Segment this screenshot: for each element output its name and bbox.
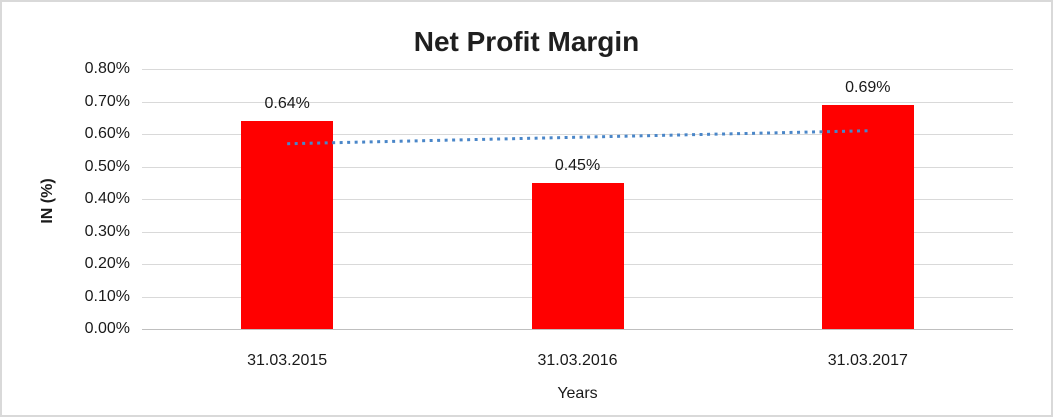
chart-title: Net Profit Margin	[413, 26, 640, 57]
bar-31.03.2015	[241, 121, 334, 329]
data-label: 0.45%	[554, 156, 601, 174]
y-tick-label: 0.10%	[84, 287, 130, 305]
y-tick-label: 0.30%	[84, 222, 130, 240]
x-tick-label: 31.03.2015	[247, 352, 328, 369]
gridline-0.80%	[142, 69, 1013, 70]
gridline-0.70%	[142, 101, 1013, 103]
y-tick-label: 0.50%	[84, 157, 130, 175]
gridline-0.50%	[142, 166, 1013, 168]
y-tick-label: 0.60%	[84, 125, 130, 142]
y-tick-label: 0.70%	[84, 92, 130, 110]
data-label: 0.64%	[264, 95, 310, 112]
x-tick-label: 31.03.2016	[537, 352, 618, 369]
x-tick-label: 31.03.2017	[827, 352, 908, 369]
x-axis-title: Years	[557, 385, 598, 402]
data-label: 0.69%	[845, 78, 891, 96]
y-tick-label: 0.20%	[84, 255, 130, 272]
bar-31.03.2016	[531, 182, 624, 329]
y-tick-label: 0.40%	[84, 190, 130, 207]
gridline-0.60%	[142, 134, 1013, 135]
y-tick-label: 0.00%	[84, 320, 130, 337]
y-tick-label: 0.80%	[84, 60, 130, 77]
gridline-0.00%	[142, 329, 1013, 330]
bar-31.03.2017	[821, 104, 914, 329]
plot-area	[142, 69, 1013, 330]
